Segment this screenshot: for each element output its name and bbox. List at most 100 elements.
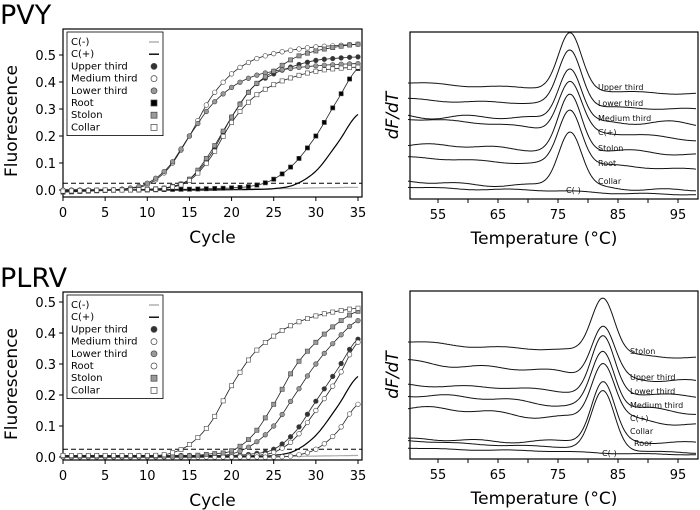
data-point [313,44,319,50]
data-point [220,450,226,456]
x-tick-label: 65 [490,468,507,483]
data-point [262,340,268,345]
x-tick-label: 5 [101,206,109,221]
y-tick-label: 0.5 [35,49,56,64]
data-point [321,67,327,73]
data-point [346,411,353,417]
data-point [338,55,344,61]
y-tick-label: 0.1 [35,420,56,435]
data-point [203,156,209,161]
data-point [321,331,327,337]
legend-marker-swatch [150,99,158,107]
data-point [229,383,234,389]
data-point [305,145,310,151]
data-point [330,383,336,389]
data-point [161,186,167,191]
data-point [77,453,83,458]
data-point [128,187,133,193]
data-point [111,453,116,458]
plot-frame [409,290,699,460]
data-point [288,57,293,63]
data-point [262,74,268,80]
data-point [287,65,294,72]
data-point [296,64,302,71]
curve-label: C(-) [602,449,617,458]
data-point [203,108,209,115]
data-point [195,452,201,458]
y-tick-label: 0.0 [35,451,56,466]
data-point [304,59,311,65]
data-point [287,453,294,459]
data-point [347,76,352,82]
data-point [313,398,319,404]
data-point [128,453,133,458]
data-point [212,99,218,105]
plrv-amplification-chart: 0 5 10 15 20 25 30 35 0.0 0.1 0.2 0.3 0.4 0.5 Cycle Flu… [2,291,366,510]
legend-marker-swatch [150,362,158,370]
pvy-melt-chart: 55 65 75 85 95 Temperature (°C) dF/dT Upper thi… [383,31,699,249]
legend-label: Root [71,361,94,372]
data-point [330,105,336,111]
data-point [203,160,209,166]
data-point [178,453,184,459]
data-point [355,41,361,47]
data-point [229,185,234,191]
data-point [102,453,108,458]
data-point [203,426,209,431]
data-point [321,441,327,447]
y-tick-label: 0.3 [35,103,56,118]
x-axis-label: Cycle [189,228,235,248]
data-point [313,313,319,319]
legend-marker-swatch [150,63,158,70]
data-point [355,401,361,407]
data-point [220,398,226,404]
data-point [330,433,336,440]
data-point [237,79,243,85]
data-point [220,128,226,134]
y-axis-label: Fluorescence [2,65,22,177]
data-point [246,437,251,442]
data-point [144,180,150,186]
data-point [170,450,175,456]
x-tick-label: 20 [223,206,240,221]
data-point [245,75,252,81]
data-point [296,386,302,392]
data-point [69,453,74,458]
y-tick-label: 0.1 [35,157,56,172]
melt-curve [407,186,697,196]
legend-label: Root [71,98,94,109]
plrv-melt-chart: 55 65 75 85 95 Temperature (°C) dF/dT Stolon Upp… [383,290,699,509]
data-point [136,453,142,458]
data-point [69,188,74,194]
melt-curve [407,68,697,126]
data-point [212,148,218,154]
data-point [246,99,251,105]
x-tick-label: 0 [59,206,67,221]
data-point [119,453,125,458]
data-point [245,59,252,66]
data-point [287,47,294,53]
x-tick-label: 20 [223,469,240,484]
data-point [262,86,268,92]
data-point [313,339,319,345]
data-point [321,62,327,68]
data-point [321,46,327,52]
data-point [212,413,218,419]
melt-curve [407,389,697,454]
x-tick-label: 30 [308,206,325,221]
data-point [313,133,319,139]
melt-curve [407,131,697,192]
data-point [245,444,252,450]
curve-label: Root [598,159,616,168]
melt-curve [407,362,696,426]
data-point [355,318,361,324]
data-point [186,133,193,139]
melt-curve [408,447,696,456]
data-point [237,109,243,114]
data-point [153,186,159,192]
data-point [153,452,159,458]
data-point [195,186,201,192]
